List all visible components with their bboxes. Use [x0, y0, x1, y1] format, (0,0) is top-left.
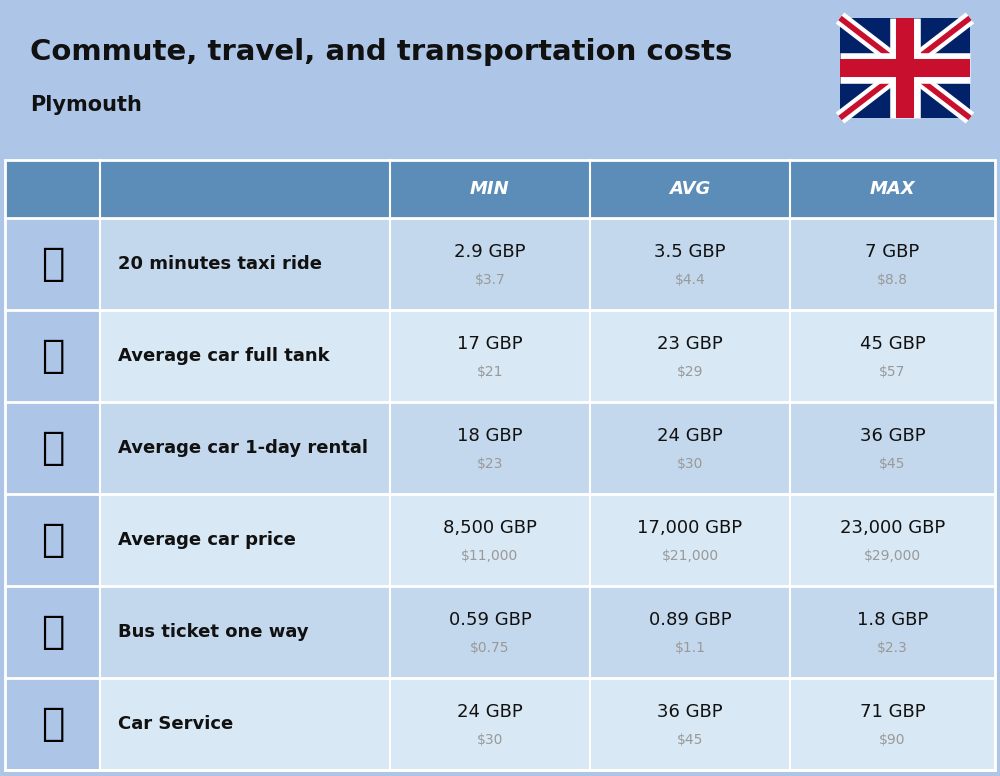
Text: $8.8: $8.8: [877, 272, 908, 286]
Bar: [100, 678, 390, 770]
Text: 8,500 GBP: 8,500 GBP: [443, 519, 537, 537]
Text: 71 GBP: 71 GBP: [860, 703, 925, 721]
Bar: [790, 402, 995, 494]
Text: 17 GBP: 17 GBP: [457, 335, 523, 353]
Text: 20 minutes taxi ride: 20 minutes taxi ride: [118, 255, 322, 273]
Text: $3.7: $3.7: [475, 272, 505, 286]
Text: 0.89 GBP: 0.89 GBP: [649, 611, 731, 629]
Bar: [5, 160, 100, 218]
Bar: [790, 586, 995, 678]
Text: 3.5 GBP: 3.5 GBP: [654, 243, 726, 261]
Bar: [5, 586, 100, 678]
Text: 36 GBP: 36 GBP: [657, 703, 723, 721]
Bar: [790, 218, 995, 310]
Text: $57: $57: [879, 365, 906, 379]
Bar: [390, 678, 590, 770]
Text: $1.1: $1.1: [674, 641, 706, 655]
Text: 18 GBP: 18 GBP: [457, 427, 523, 445]
Bar: [590, 494, 790, 586]
Bar: [100, 402, 390, 494]
Text: 2.9 GBP: 2.9 GBP: [454, 243, 526, 261]
Text: Average car full tank: Average car full tank: [118, 347, 330, 365]
Text: $29: $29: [677, 365, 703, 379]
Text: $45: $45: [879, 456, 906, 470]
Bar: [790, 494, 995, 586]
Text: MAX: MAX: [870, 180, 915, 198]
Bar: [100, 310, 390, 402]
Text: $21,000: $21,000: [661, 549, 719, 563]
Text: ⛽: ⛽: [41, 337, 64, 375]
Bar: [100, 586, 390, 678]
Text: $30: $30: [477, 733, 503, 747]
Text: $29,000: $29,000: [864, 549, 921, 563]
Text: Car Service: Car Service: [118, 715, 233, 733]
Text: 0.59 GBP: 0.59 GBP: [449, 611, 531, 629]
Text: $30: $30: [677, 456, 703, 470]
Bar: [590, 586, 790, 678]
Bar: [590, 218, 790, 310]
Text: 24 GBP: 24 GBP: [657, 427, 723, 445]
Text: 45 GBP: 45 GBP: [860, 335, 925, 353]
Text: 36 GBP: 36 GBP: [860, 427, 925, 445]
Bar: [390, 218, 590, 310]
Text: $45: $45: [677, 733, 703, 747]
Bar: [590, 678, 790, 770]
Text: MIN: MIN: [470, 180, 510, 198]
Text: AVG: AVG: [669, 180, 711, 198]
Bar: [390, 402, 590, 494]
Text: $21: $21: [477, 365, 503, 379]
Bar: [390, 310, 590, 402]
Text: 🚕: 🚕: [41, 245, 64, 283]
Text: 🚌: 🚌: [41, 613, 64, 651]
Bar: [390, 160, 590, 218]
Text: Average car 1-day rental: Average car 1-day rental: [118, 439, 368, 457]
Text: $0.75: $0.75: [470, 641, 510, 655]
Text: $90: $90: [879, 733, 906, 747]
Bar: [590, 160, 790, 218]
Bar: [840, 18, 970, 118]
Text: 23 GBP: 23 GBP: [657, 335, 723, 353]
Text: 🚗: 🚗: [41, 429, 64, 467]
Text: 23,000 GBP: 23,000 GBP: [840, 519, 945, 537]
Bar: [590, 310, 790, 402]
Bar: [5, 310, 100, 402]
Bar: [5, 678, 100, 770]
Text: 🚗: 🚗: [41, 521, 64, 559]
Bar: [5, 494, 100, 586]
Bar: [100, 494, 390, 586]
Text: $4.4: $4.4: [675, 272, 705, 286]
Text: $2.3: $2.3: [877, 641, 908, 655]
Bar: [790, 310, 995, 402]
Bar: [100, 218, 390, 310]
Text: 24 GBP: 24 GBP: [457, 703, 523, 721]
Text: Bus ticket one way: Bus ticket one way: [118, 623, 309, 641]
Bar: [790, 678, 995, 770]
Bar: [5, 160, 995, 770]
Text: 1.8 GBP: 1.8 GBP: [857, 611, 928, 629]
Bar: [390, 586, 590, 678]
Bar: [5, 218, 100, 310]
Text: $11,000: $11,000: [461, 549, 519, 563]
Text: 17,000 GBP: 17,000 GBP: [637, 519, 743, 537]
Bar: [590, 402, 790, 494]
Bar: [790, 160, 995, 218]
Text: Commute, travel, and transportation costs: Commute, travel, and transportation cost…: [30, 38, 732, 66]
Bar: [390, 494, 590, 586]
Text: 🔧: 🔧: [41, 705, 64, 743]
Text: Average car price: Average car price: [118, 531, 296, 549]
Bar: [100, 160, 390, 218]
Text: Plymouth: Plymouth: [30, 95, 142, 115]
Text: $23: $23: [477, 456, 503, 470]
Text: 7 GBP: 7 GBP: [865, 243, 920, 261]
Bar: [5, 402, 100, 494]
